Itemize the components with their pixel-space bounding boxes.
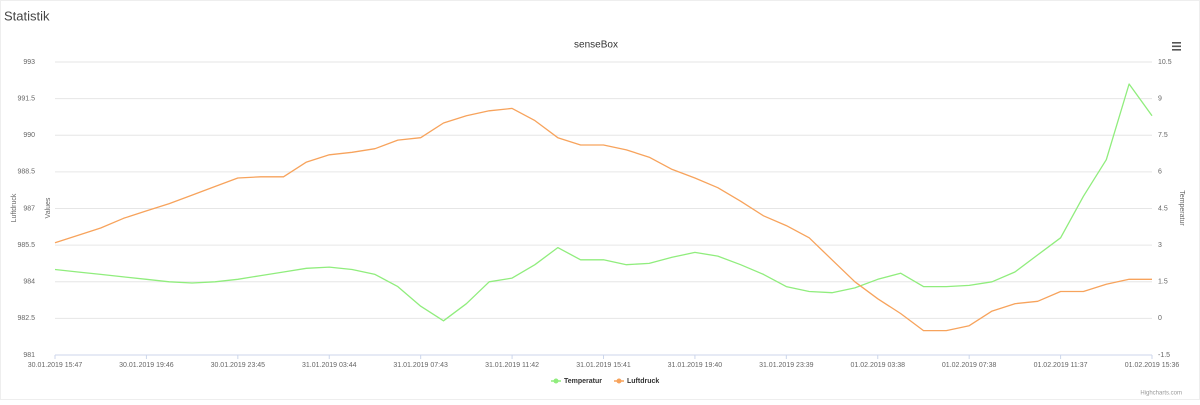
y2-tick-label: -1.5 xyxy=(1158,352,1170,359)
legend-label: Temperatur xyxy=(564,378,602,385)
y2-tick-label: 9 xyxy=(1158,95,1162,102)
line-series xyxy=(54,83,1153,322)
y2-axis-title: Temperatur xyxy=(1178,190,1185,226)
y2-tick-label: 6 xyxy=(1158,169,1162,176)
x-tick-label: 31.01.2019 15:41 xyxy=(576,362,631,369)
y-tick-label: 981 xyxy=(23,352,35,359)
y-tick-label: 982.5 xyxy=(17,315,35,322)
x-tick-label: 01.02.2019 03:38 xyxy=(851,362,906,369)
menu-bar xyxy=(1172,42,1181,44)
y2-tick-label: 7.5 xyxy=(1158,132,1168,139)
legend-label: Luftdruck xyxy=(627,378,659,385)
y-tick-label: 988.5 xyxy=(17,169,35,176)
y-axis-title: Luftdruck xyxy=(11,193,18,222)
menu-bar xyxy=(1172,49,1181,51)
chart-title: senseBox xyxy=(574,40,618,51)
y-tick-label: 993 xyxy=(23,59,35,66)
legend-marker xyxy=(553,378,559,384)
x-tick-label: 30.01.2019 15:47 xyxy=(28,362,83,369)
x-tick-label: 01.02.2019 07:38 xyxy=(942,362,997,369)
y2-tick-label: 10.5 xyxy=(1158,59,1172,66)
y-tick-label: 990 xyxy=(23,132,35,139)
y2-tick-label: 4.5 xyxy=(1158,205,1168,212)
y2-tick-label: 1.5 xyxy=(1158,279,1168,286)
x-tick-label: 31.01.2019 23:39 xyxy=(759,362,814,369)
legend: Temperatur Luftdruck xyxy=(551,378,659,385)
x-tick-label: 01.02.2019 11:37 xyxy=(1034,362,1088,369)
legend-item[interactable]: Temperatur xyxy=(551,378,602,385)
page-title: Statistik xyxy=(4,8,50,23)
credits[interactable]: Highcharts.com xyxy=(1140,391,1182,397)
x-tick-label: 31.01.2019 19:40 xyxy=(668,362,723,369)
y2-tick-label: 3 xyxy=(1158,242,1162,249)
x-tick-label: 31.01.2019 07:43 xyxy=(393,362,448,369)
y-tick-label: 987 xyxy=(23,205,35,212)
legend-item[interactable]: Luftdruck xyxy=(614,378,659,385)
x-tick-label: 31.01.2019 11:42 xyxy=(485,362,539,369)
legend-marker xyxy=(616,378,622,384)
x-tick-label: 31.01.2019 03:44 xyxy=(302,362,357,369)
y-axis-title: Values xyxy=(45,197,52,218)
menu-bar xyxy=(1172,45,1181,48)
x-tick-label: 30.01.2019 23:45 xyxy=(211,362,266,369)
line-series xyxy=(54,107,1152,332)
y-tick-label: 984 xyxy=(23,279,35,286)
y-tick-label: 991.5 xyxy=(17,95,35,102)
menu-button[interactable] xyxy=(1172,42,1181,51)
x-tick-label: 01.02.2019 15:36 xyxy=(1125,362,1180,369)
y2-tick-label: 0 xyxy=(1158,315,1162,322)
y-tick-label: 985.5 xyxy=(17,242,35,249)
x-tick-label: 30.01.2019 19:46 xyxy=(119,362,174,369)
